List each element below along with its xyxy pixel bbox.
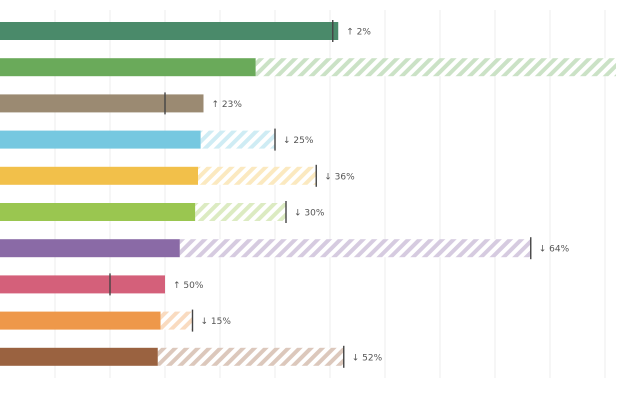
- change-label: ↓ 64%: [539, 245, 570, 255]
- bar-reference-extent: [195, 203, 286, 221]
- bar-row: ↓ 30%: [0, 201, 325, 223]
- bar: [0, 166, 198, 185]
- bar: [0, 275, 165, 294]
- bar-row: ↑ 23%: [0, 92, 243, 115]
- bar: [0, 347, 158, 366]
- bar-reference-extent: [198, 166, 317, 185]
- bar-row: ↓ 52%: [0, 345, 383, 368]
- change-label: ↑ 23%: [212, 100, 243, 110]
- bar-row: ↑ 50%: [0, 273, 204, 296]
- bar-row: ↓ 15%: [0, 309, 232, 332]
- bar: [0, 22, 339, 40]
- bar-reference-extent: [157, 347, 344, 366]
- bar-reference-extent: [200, 130, 275, 149]
- change-label: ↓ 52%: [352, 353, 383, 363]
- bar: [0, 311, 161, 330]
- bar: [0, 239, 180, 258]
- change-label: ↑ 2%: [346, 28, 371, 38]
- change-label: ↓ 30%: [294, 209, 325, 219]
- bar-row: ↑ 2%: [0, 20, 371, 42]
- bar-series: ↑ 2% ↑ 23% ↓ 25% ↓ 36% ↓ 30% ↓ 64% ↑ 50% ↓ 15% ↓…: [0, 20, 616, 368]
- bar-reference-extent: [179, 239, 531, 258]
- bar: [0, 130, 201, 149]
- change-label: ↑ 50%: [173, 281, 204, 291]
- bar-reference-extent: [160, 311, 193, 330]
- bar: [0, 94, 204, 113]
- change-label: ↓ 15%: [201, 317, 232, 327]
- bar-row: [0, 58, 616, 77]
- bar-row: ↓ 36%: [0, 164, 355, 187]
- change-label: ↓ 36%: [324, 172, 355, 182]
- bar-reference-extent: [255, 58, 616, 77]
- change-label: ↓ 25%: [283, 136, 314, 146]
- bar-row: ↓ 64%: [0, 237, 570, 260]
- bar: [0, 58, 256, 77]
- bar: [0, 203, 196, 221]
- bar-row: ↓ 25%: [0, 128, 314, 151]
